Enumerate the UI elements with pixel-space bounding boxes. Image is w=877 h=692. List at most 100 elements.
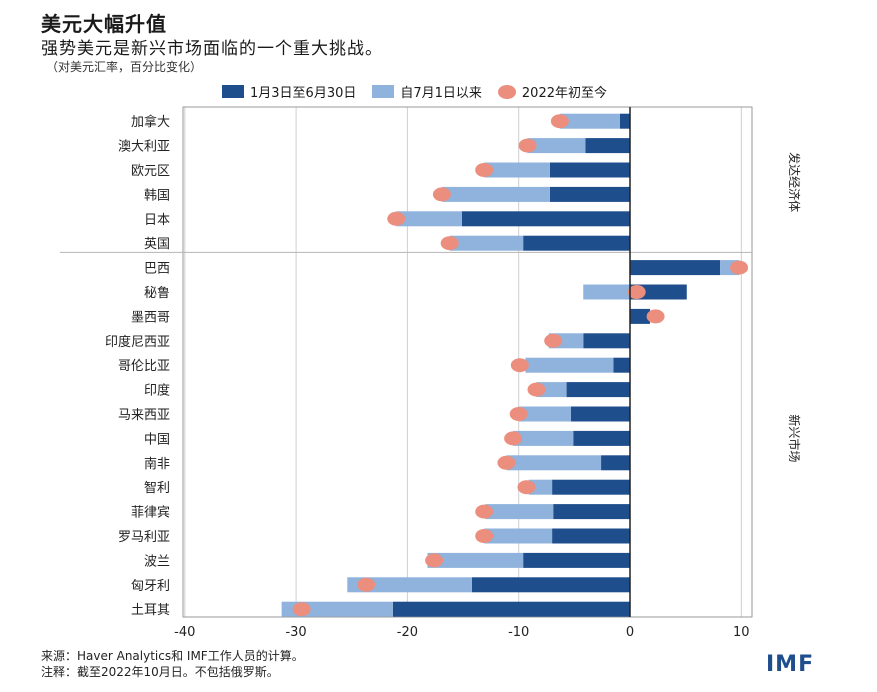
category-label: 南非 [144,456,170,472]
marker-ytd [627,285,646,299]
marker-ytd [425,553,444,568]
marker-ytd [387,211,406,226]
bar-series1 [583,333,630,349]
bar-series1 [630,308,651,324]
bar-series1 [471,577,630,593]
marker-ytd [509,407,528,421]
bar-series1 [619,113,630,129]
chart-title: 美元大幅升值 [41,12,167,36]
marker-ytd [475,529,494,543]
category-label: 匈牙利 [131,579,170,594]
bar-series2 [441,186,550,202]
bar-series1 [553,504,630,520]
category-label: 波兰 [144,554,170,569]
legend-swatch-series2 [372,85,395,98]
footer-notes: 注释：截至2022年10月日。不包括俄罗斯。 [41,665,279,679]
bar-series2 [396,211,462,227]
bar-series2 [347,577,472,593]
imf-logo: IMF [766,652,815,677]
marker-ytd [357,577,376,592]
legend-item-series2: 自7月1日以来 [372,82,482,101]
legend-marker-dot [497,84,516,99]
bar-series1 [549,162,630,178]
bar-series1 [523,235,630,251]
bar-series1 [461,211,630,227]
x-tick-label: -10 [508,625,529,640]
bar-series2 [485,504,554,520]
category-label: 韩国 [144,188,170,203]
marker-ytd [527,382,546,397]
category-label: 欧元区 [131,164,170,179]
x-tick-label: 0 [626,625,634,640]
bar-series2 [583,284,630,300]
bar-series1 [585,138,630,154]
marker-ytd [517,480,536,495]
bar-series1 [392,601,630,617]
category-label: 菲律宾 [131,505,170,521]
marker-ytd [440,236,459,251]
bar-series1 [571,406,630,422]
x-tick-label: 10 [733,625,750,640]
bar-series1 [566,382,630,398]
bar-series2 [484,162,550,178]
category-label: 土耳其 [131,603,170,618]
x-tick-label: -20 [397,625,418,640]
legend-item-marker: 2022年初至今 [497,82,607,101]
chart-legend: 1月3日至6月30日 自7月1日以来 2022年初至今 [222,82,623,101]
category-label: 智利 [144,481,170,496]
category-label: 印度尼西亚 [105,334,170,350]
category-label: 罗马利亚 [118,530,170,545]
legend-item-series1: 1月3日至6月30日 [222,82,356,101]
category-label: 马来西亚 [118,408,170,423]
marker-ytd [497,455,516,470]
bar-series2 [559,113,620,129]
plot-frame [182,106,753,618]
marker-ytd [518,138,537,153]
category-label: 加拿大 [131,114,170,130]
chart-subtitle: 强势美元是新兴市场面临的一个重大挑战。 [41,39,383,59]
bar-series2 [528,479,553,495]
bar-series1 [601,455,630,471]
category-label: 哥伦比亚 [118,359,170,374]
legend-label-series2: 自7月1日以来 [400,86,482,101]
bar-series1 [552,479,630,495]
x-tick-label: -40 [174,625,195,640]
bar-series2 [506,455,602,471]
legend-label-marker: 2022年初至今 [521,86,607,101]
marker-ytd [432,187,451,202]
marker-ytd [646,309,665,324]
group-label: 发达经济体 [787,152,802,212]
bar-series2 [281,601,393,617]
bar-series2 [518,406,572,422]
chart-unit-note: （对美元汇率，百分比变化） [46,60,203,74]
marker-ytd [292,602,311,617]
bar-series1 [552,528,630,544]
bar-series2 [427,552,524,568]
marker-ytd [730,260,749,275]
category-label: 日本 [144,213,170,228]
category-label: 墨西哥 [131,310,170,325]
category-label: 中国 [144,432,170,447]
category-label: 英国 [144,237,170,252]
marker-ytd [475,504,494,519]
bar-series2 [484,528,553,544]
x-tick-label: -30 [285,625,306,640]
legend-swatch-series1 [222,85,244,98]
bar-series2 [449,235,524,251]
category-label: 澳大利亚 [118,139,170,155]
bar-series1 [630,260,721,276]
marker-ytd [504,431,523,446]
marker-ytd [544,333,563,348]
marker-ytd [550,114,569,129]
bar-series1 [523,552,630,568]
footer-source: 来源：Haver Analytics和 IMF工作人员的计算。 [41,649,304,663]
legend-label-series1: 1月3日至6月30日 [250,86,357,101]
group-label: 新兴市场 [787,414,802,462]
bar-series2 [513,430,574,446]
category-label: 巴西 [144,262,170,277]
category-label: 印度 [144,383,170,399]
marker-ytd [510,358,529,373]
bar-series1 [549,186,630,202]
category-label: 秘鲁 [144,286,170,301]
